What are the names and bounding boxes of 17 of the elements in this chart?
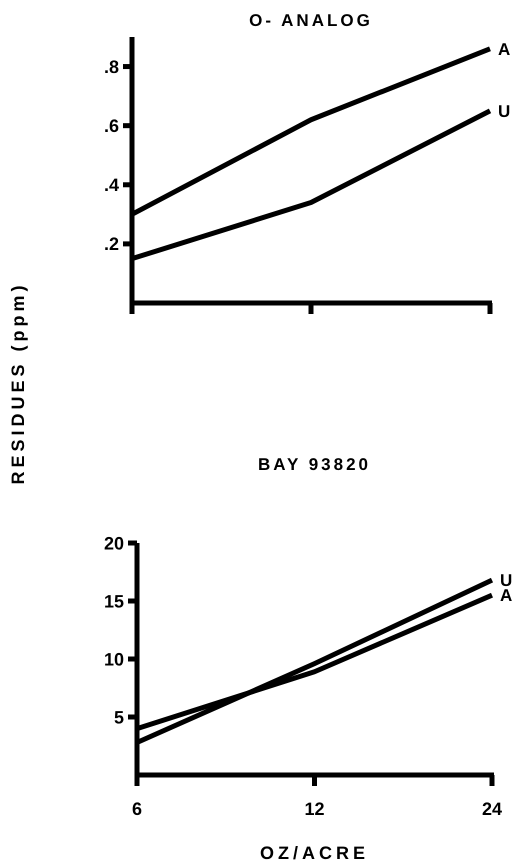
y-tick-label: .4 <box>104 175 119 196</box>
x-axis-title: OZ/ACRE <box>260 843 369 863</box>
y-tick-label: 10 <box>104 649 124 670</box>
x-tick-label: 6 <box>132 799 142 819</box>
series-label: A <box>498 40 510 59</box>
y-axis-title: RESIDUES (ppm) <box>8 281 28 485</box>
chart-title: O- ANALOG <box>249 11 373 30</box>
y-tick-label: 15 <box>104 591 124 612</box>
series-label: U <box>498 102 510 121</box>
y-tick-label: .2 <box>104 234 119 254</box>
y-tick-label: .6 <box>104 116 119 136</box>
y-tick-label: 5 <box>114 707 124 728</box>
y-tick-label: 20 <box>104 533 124 554</box>
y-tick-label: .8 <box>104 56 119 77</box>
x-tick-label: 24 <box>482 799 502 819</box>
x-tick-label: 12 <box>304 799 325 819</box>
chart-title: BAY 93820 <box>258 455 372 474</box>
